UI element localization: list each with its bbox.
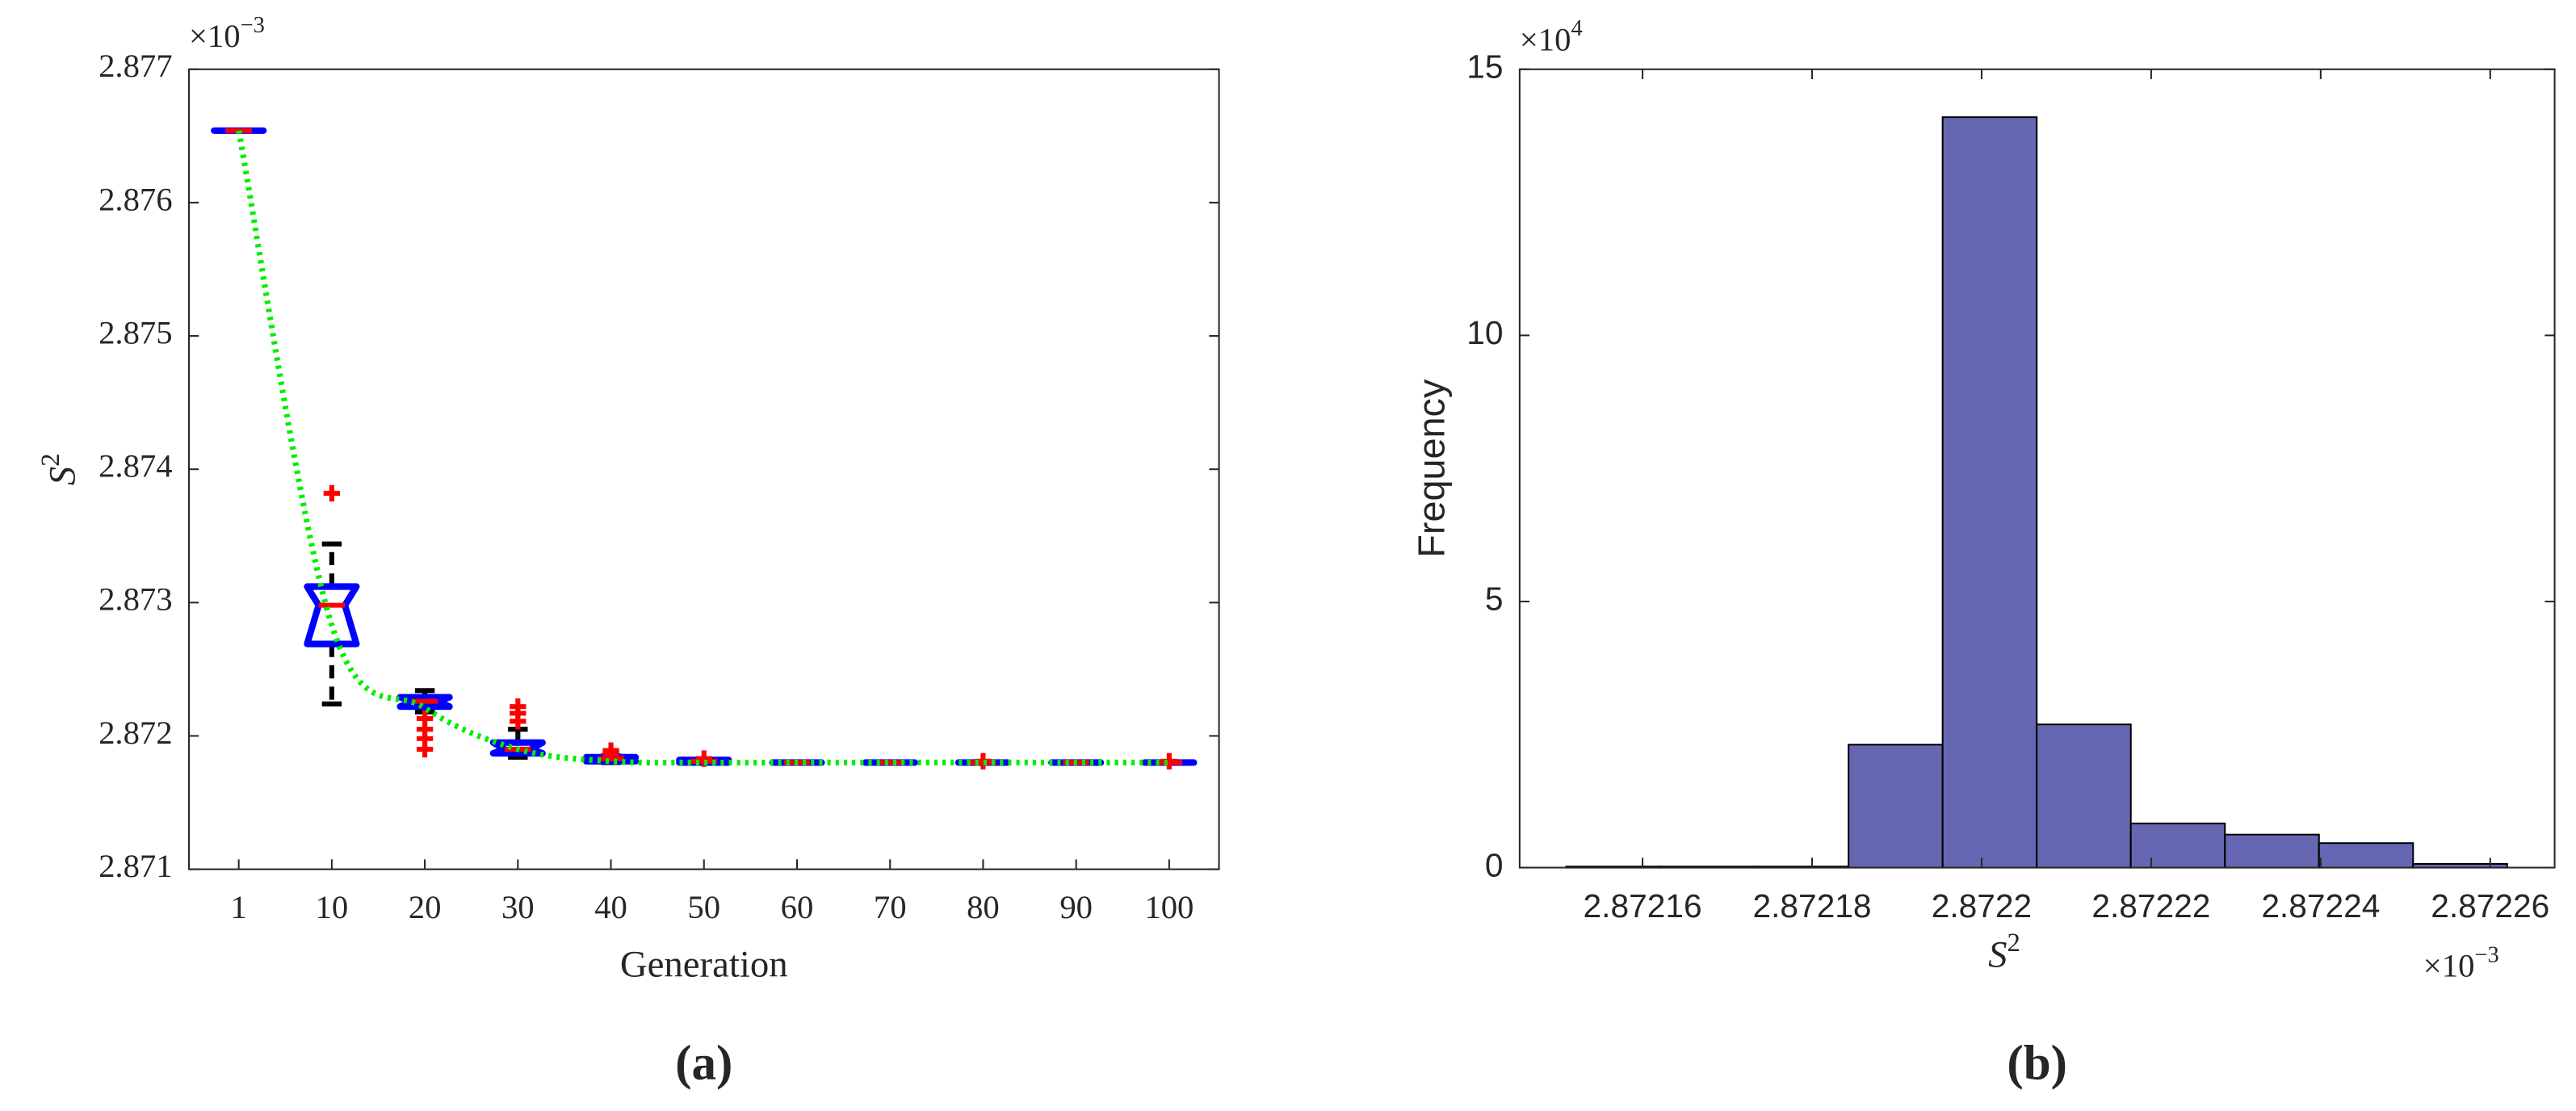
box xyxy=(304,583,360,648)
outlier xyxy=(695,750,712,767)
outlier xyxy=(1160,753,1178,769)
y-tick-label: 2.876 xyxy=(99,181,173,217)
mean-line xyxy=(236,130,1169,766)
x-tick-label: 100 xyxy=(1144,889,1194,925)
y-axis-label-sup: 2 xyxy=(36,453,65,466)
x-tick-label: 30 xyxy=(501,889,535,925)
y-multiplier: ×10−3 xyxy=(189,12,265,54)
outlier xyxy=(323,484,341,502)
y-axis-label: S2 xyxy=(36,453,83,485)
outlier xyxy=(510,698,527,715)
x-axis-label-base: S xyxy=(1988,933,2007,975)
plot-frame xyxy=(187,68,1220,870)
caption: (b) xyxy=(2007,1037,2067,1091)
y-tick-label: 10 xyxy=(1466,314,1503,351)
y-multiplier-sup: 4 xyxy=(1571,16,1582,41)
y-multiplier: ×104 xyxy=(1520,16,1583,58)
x-tick-label: 2.87226 xyxy=(2431,887,2549,924)
histogram-bar xyxy=(2318,842,2414,869)
x-tick-label: 2.8722 xyxy=(1932,887,2032,924)
x-tick-label: 2.87218 xyxy=(1752,887,1871,924)
y-tick-label: 15 xyxy=(1466,48,1503,86)
histogram-bar xyxy=(2129,822,2226,869)
y-axis-label-base: S xyxy=(41,467,83,485)
y-axis-label: Frequency xyxy=(1410,379,1452,558)
x-tick-label: 20 xyxy=(409,889,442,925)
y-multiplier-base: ×10 xyxy=(1520,22,1571,58)
y-tick-label: 2.871 xyxy=(99,848,173,884)
x-tick-label: 70 xyxy=(874,889,907,925)
x-multiplier: ×10−3 xyxy=(2423,942,2499,984)
histogram-bar xyxy=(2036,723,2132,869)
y-tick-label: 2.873 xyxy=(99,581,173,618)
y-tick-label: 2.877 xyxy=(99,48,173,84)
x-tick-label: 10 xyxy=(316,889,349,925)
x-tick-label: 40 xyxy=(594,889,627,925)
x-tick-label: 60 xyxy=(781,889,814,925)
x-tick-label: 2.87222 xyxy=(2091,887,2210,924)
histogram-bar xyxy=(2224,833,2320,869)
x-multiplier-sup: −3 xyxy=(2474,942,2498,967)
x-tick-label: 2.87216 xyxy=(1584,887,1702,924)
x-tick-label: 50 xyxy=(687,889,720,925)
y-tick-label: 5 xyxy=(1485,581,1504,618)
x-axis-label: Generation xyxy=(620,943,788,985)
y-multiplier-sup: −3 xyxy=(241,12,265,37)
outlier xyxy=(416,740,434,758)
outlier xyxy=(602,742,619,759)
x-tick-label: 2.87224 xyxy=(2261,887,2380,924)
x-multiplier-base: ×10 xyxy=(2423,948,2475,984)
x-tick-label: 80 xyxy=(967,889,1000,925)
y-tick-label: 2.875 xyxy=(99,314,173,350)
y-tick-label: 2.872 xyxy=(99,715,173,751)
x-tick-label: 1 xyxy=(230,889,246,925)
x-axis-label: S2 xyxy=(1988,929,2020,975)
histogram-bar xyxy=(1941,116,2038,869)
histogram-bar xyxy=(1848,744,1944,869)
plot-frame xyxy=(1518,68,2556,869)
caption: (a) xyxy=(675,1037,732,1091)
y-tick-label: 2.874 xyxy=(99,448,173,484)
x-tick-label: 90 xyxy=(1059,889,1093,925)
y-multiplier-base: ×10 xyxy=(189,19,241,55)
y-tick-label: 0 xyxy=(1485,846,1504,883)
x-axis-label-sup: 2 xyxy=(2008,929,2020,958)
